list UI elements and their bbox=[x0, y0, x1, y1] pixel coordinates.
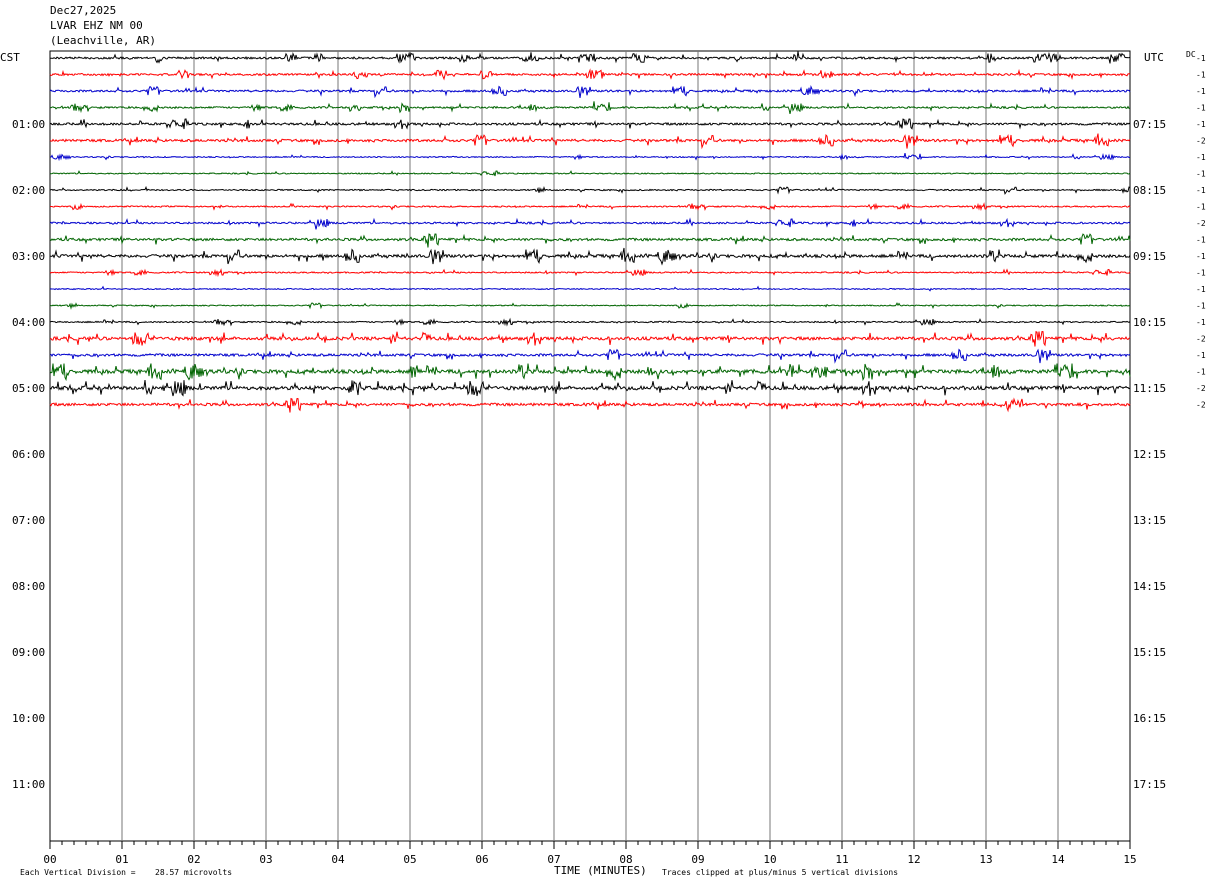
cst-axis-title: CST bbox=[0, 51, 20, 64]
dc-offset-label: -1 bbox=[1196, 87, 1206, 96]
dc-offset-label: -2 bbox=[1196, 401, 1206, 410]
x-tick-label: 07 bbox=[547, 853, 560, 866]
axes: 00 01 02 03 04 05 06 07 08 09 10 11 12 13 14 15 01:00 02:… bbox=[12, 54, 1206, 866]
cst-hour-label: 06:00 bbox=[12, 448, 45, 461]
x-tick-label: 11 bbox=[835, 853, 848, 866]
cst-hour-label: 11:00 bbox=[12, 778, 45, 791]
utc-hour-label: 12:15 bbox=[1133, 448, 1166, 461]
seismic-trace bbox=[49, 133, 1131, 150]
cst-hour-label: 03:00 bbox=[12, 250, 45, 263]
seismic-trace bbox=[49, 285, 1131, 292]
utc-hour-label: 15:15 bbox=[1133, 646, 1166, 659]
utc-hour-label: 11:15 bbox=[1133, 382, 1166, 395]
dc-offset-label: -1 bbox=[1196, 104, 1206, 113]
plot-frame bbox=[49, 50, 1131, 842]
seismic-trace bbox=[49, 380, 1131, 397]
x-tick-label: 10 bbox=[763, 853, 776, 866]
dc-offset-label: -2 bbox=[1196, 137, 1206, 146]
dc-offset-label: -1 bbox=[1196, 71, 1206, 80]
seismic-trace bbox=[49, 397, 1131, 413]
dc-offset-label: -1 bbox=[1196, 302, 1206, 311]
dc-offset-label: -1 bbox=[1196, 368, 1206, 377]
dc-offset-label: -1 bbox=[1196, 269, 1206, 278]
cst-hour-label: 04:00 bbox=[12, 316, 45, 329]
cst-hour-label: 09:00 bbox=[12, 646, 45, 659]
x-tick-label: 08 bbox=[619, 853, 632, 866]
location-label: (Leachville, AR) bbox=[50, 34, 156, 47]
cst-hour-label: 02:00 bbox=[12, 184, 45, 197]
utc-hour-label: 10:15 bbox=[1133, 316, 1166, 329]
dc-offset-label: -1 bbox=[1196, 285, 1206, 294]
dc-offset-label: -1 bbox=[1196, 236, 1206, 245]
seismic-trace bbox=[49, 348, 1131, 364]
seismic-trace bbox=[49, 152, 1131, 162]
dc-offset-label: -1 bbox=[1196, 170, 1206, 179]
utc-hour-label: 17:15 bbox=[1133, 778, 1166, 791]
seismic-trace bbox=[49, 363, 1131, 382]
dc-offset-label: -1 bbox=[1196, 120, 1206, 129]
seismic-trace bbox=[49, 217, 1131, 230]
station-label: LVAR EHZ NM 00 bbox=[50, 19, 143, 32]
scale-value: 28.57 microvolts bbox=[155, 868, 232, 877]
dc-offset-label: -1 bbox=[1196, 351, 1206, 360]
seismic-trace bbox=[50, 202, 1131, 212]
x-axis-label: TIME (MINUTES) bbox=[554, 864, 647, 877]
dc-offset-label: -1 bbox=[1196, 153, 1206, 162]
dc-offset-label: -2 bbox=[1196, 384, 1206, 393]
x-tick-label: 01 bbox=[115, 853, 128, 866]
cst-hour-label: 01:00 bbox=[12, 118, 45, 131]
date-label: Dec27,2025 bbox=[50, 4, 117, 17]
dc-column-title: DC bbox=[1186, 50, 1196, 59]
seismic-trace bbox=[49, 330, 1131, 347]
dc-offset-label: -1 bbox=[1196, 318, 1206, 327]
x-tick-label: 05 bbox=[403, 853, 416, 866]
dc-offset-label: -1 bbox=[1196, 252, 1206, 261]
x-tick-label: 15 bbox=[1123, 853, 1136, 866]
seismic-trace bbox=[49, 317, 1131, 327]
clip-note: Traces clipped at plus/minus 5 vertical … bbox=[662, 868, 898, 877]
cst-hour-label: 07:00 bbox=[12, 514, 45, 527]
utc-hour-label: 07:15 bbox=[1133, 118, 1166, 131]
x-tick-label: 14 bbox=[1051, 853, 1065, 866]
minute-gridlines bbox=[121, 51, 1059, 841]
seismic-trace bbox=[49, 268, 1131, 278]
utc-hour-label: 08:15 bbox=[1133, 184, 1166, 197]
x-tick-label: 13 bbox=[979, 853, 992, 866]
utc-hour-label: 14:15 bbox=[1133, 580, 1166, 593]
seismic-trace bbox=[49, 247, 1131, 266]
utc-hour-label: 09:15 bbox=[1133, 250, 1166, 263]
seismic-trace bbox=[49, 85, 1131, 99]
utc-axis-title: UTC bbox=[1144, 51, 1164, 64]
dc-offset-label: -2 bbox=[1196, 219, 1206, 228]
cst-hour-label: 10:00 bbox=[12, 712, 45, 725]
cst-hour-label: 05:00 bbox=[12, 382, 45, 395]
dc-offset-label: -1 bbox=[1196, 203, 1206, 212]
seismic-trace bbox=[49, 233, 1131, 248]
x-tick-label: 00 bbox=[43, 853, 56, 866]
cst-hour-label: 08:00 bbox=[12, 580, 45, 593]
seismic-trace bbox=[49, 170, 1131, 177]
dc-offset-label: -2 bbox=[1196, 335, 1206, 344]
seismic-traces bbox=[49, 51, 1131, 413]
x-tick-label: 12 bbox=[907, 853, 920, 866]
seismic-trace bbox=[49, 101, 1131, 115]
seismic-trace bbox=[49, 118, 1131, 130]
seismic-trace bbox=[49, 302, 1131, 310]
utc-hour-label: 16:15 bbox=[1133, 712, 1166, 725]
scale-label: Each Vertical Division = bbox=[20, 868, 136, 877]
seismic-trace bbox=[49, 68, 1131, 81]
dc-offset-label: -1 bbox=[1196, 54, 1206, 63]
dc-offset-label: -1 bbox=[1196, 186, 1206, 195]
x-tick-label: 06 bbox=[475, 853, 488, 866]
seismic-trace bbox=[49, 185, 1131, 195]
utc-hour-label: 13:15 bbox=[1133, 514, 1166, 527]
x-tick-label: 02 bbox=[187, 853, 200, 866]
x-tick-label: 04 bbox=[331, 853, 345, 866]
x-tick-label: 09 bbox=[691, 853, 704, 866]
seismic-trace bbox=[49, 51, 1131, 64]
x-tick-label: 03 bbox=[259, 853, 272, 866]
